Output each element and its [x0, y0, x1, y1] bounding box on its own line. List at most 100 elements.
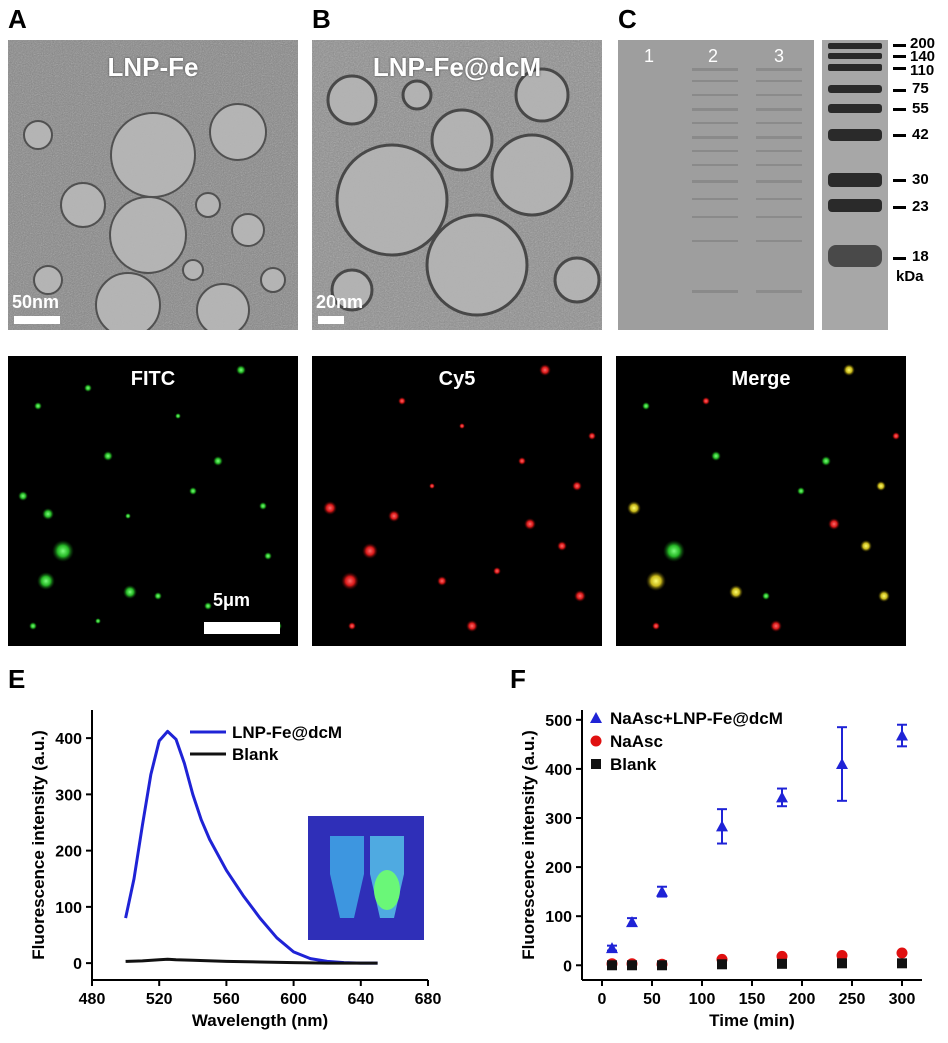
mw-label-30: 30: [912, 171, 929, 188]
scale-bar-d: [204, 622, 280, 634]
x-tick-label: 0: [598, 991, 607, 1008]
y-tick-label: 500: [545, 713, 572, 730]
y-tick-label: 400: [55, 731, 82, 748]
legend-label: Blank: [610, 755, 657, 774]
legend-label: LNP-Fe@dcM: [232, 723, 342, 742]
panel-letter-a: A: [8, 4, 27, 34]
y-axis-label: Fluorescence intensity (a.u.): [519, 730, 538, 960]
fluorescence-fitc: FITC 5μm: [8, 356, 298, 646]
legend-label: NaAsc: [610, 732, 663, 751]
x-tick-label: 150: [739, 991, 766, 1008]
y-tick-label: 100: [55, 900, 82, 917]
lane-number-1: 1: [644, 46, 655, 66]
series-line-blank: [125, 957, 378, 965]
legend-label: NaAsc+LNP-Fe@dcM: [610, 709, 783, 728]
mw-label-140: 140: [910, 48, 936, 65]
gel-lanes: [618, 40, 814, 330]
scale-bar-b: [318, 316, 344, 324]
data-point-blank: [837, 958, 847, 969]
tube-green-fluorescence: [374, 870, 400, 910]
data-point-nasc-lnp-fe-dcm: [716, 820, 728, 832]
mw-tick-18: [893, 257, 906, 260]
data-point-blank: [657, 960, 667, 971]
legend-swatch: [591, 759, 601, 769]
mw-tick-55: [893, 108, 906, 111]
x-tick-label: 250: [839, 991, 866, 1008]
scale-text-b: 20nm: [316, 292, 364, 312]
mw-label-200: 200: [910, 35, 936, 52]
mw-tick-23: [893, 206, 906, 209]
data-point-nasc: [836, 949, 848, 961]
y-tick-label: 300: [545, 811, 572, 828]
lane-number-3: 3: [774, 46, 785, 66]
x-axis-label: Wavelength (nm): [192, 1011, 328, 1030]
x-tick-label: 50: [643, 991, 661, 1008]
y-axis-label: Fluorescence intensity (a.u.): [29, 730, 48, 960]
data-point-nasc-lnp-fe-dcm: [836, 758, 848, 769]
panel-letter-c: C: [618, 4, 637, 34]
data-point-blank: [897, 958, 907, 969]
legend-swatch: [590, 735, 602, 747]
mw-label-110: 110: [910, 62, 935, 79]
x-tick-label: 300: [889, 991, 916, 1008]
mw-label-75: 75: [912, 80, 929, 97]
lane-number-2: 2: [708, 46, 719, 66]
mw-tick-110: [893, 67, 906, 70]
marker-bands: [822, 40, 888, 330]
fluorescence-cy5: Cy5: [312, 356, 602, 646]
inset-photo-tubes: [308, 816, 424, 940]
mw-unit-label: kDa: [896, 268, 924, 285]
tube-blank: [330, 836, 364, 918]
scale-bar-a: [14, 316, 60, 324]
x-tick-label: 480: [79, 991, 106, 1008]
panel-letter-b: B: [312, 4, 331, 34]
chart-e-fluorescence-spectrum: 480 520 560 600 640 680 0 100 200 300 400 Wavelengt…: [29, 710, 442, 1030]
fluorescence-merge: Merge: [616, 356, 906, 646]
sds-page-gel: 1 2 3: [618, 40, 814, 330]
y-tick-label: 0: [563, 958, 572, 975]
channel-label-fitc: FITC: [130, 368, 176, 390]
mw-tick-200: [893, 44, 906, 47]
cy5-dots: [323, 364, 596, 632]
data-point-nasc-lnp-fe-dcm: [606, 942, 618, 954]
scale-text-d: 5μm: [213, 590, 251, 610]
y-tick-label: 400: [545, 762, 572, 779]
x-tick-label: 600: [280, 991, 307, 1008]
tem-image-lnp-fe: LNP-Fe 50nm: [8, 40, 298, 330]
legend-label: Blank: [232, 745, 279, 764]
mw-label-42: 42: [912, 126, 929, 143]
x-tick-label: 640: [347, 991, 374, 1008]
y-tick-label: 200: [545, 860, 572, 877]
data-point-nasc-lnp-fe-dcm: [626, 916, 638, 928]
tem-image-lnp-fe-dcm: LNP-Fe@dcM 20nm: [312, 40, 602, 330]
y-tick-label: 300: [55, 787, 82, 804]
mw-label-55: 55: [912, 100, 929, 117]
x-tick-label: 100: [689, 991, 716, 1008]
x-tick-label: 680: [415, 991, 442, 1008]
gel-bands-lane-2: [692, 68, 738, 293]
gel-bands-lane-3: [756, 68, 802, 293]
panel-letter-e: E: [8, 664, 26, 694]
legend-swatch: [590, 712, 602, 723]
mw-label-23: 23: [912, 198, 929, 215]
data-point-blank: [627, 960, 637, 971]
inset-background: [308, 816, 424, 940]
tem-label-b: LNP-Fe@dcM: [372, 52, 542, 82]
fitc-dots: [18, 365, 282, 630]
x-tick-label: 520: [146, 991, 173, 1008]
series-line-lnp-fe-dcm: [124, 729, 378, 965]
y-tick-label: 0: [73, 956, 82, 973]
tem-particles-a: [8, 40, 298, 330]
mw-tick-140: [893, 55, 906, 58]
tem-particles-b: [312, 40, 602, 330]
data-point-blank: [607, 960, 617, 971]
x-tick-label: 200: [789, 991, 816, 1008]
chart-f-fluorescence-kinetics: 0 50 100 150 200 250 300 0 100 200 300 400 500 Time (…: [519, 709, 922, 1030]
marker-ladder: [822, 40, 888, 330]
mw-tick-30: [893, 179, 906, 182]
merge-dots: [627, 364, 900, 632]
data-point-blank: [777, 958, 787, 969]
x-axis-label: Time (min): [709, 1011, 795, 1030]
data-point-nasc-lnp-fe-dcm: [896, 729, 908, 741]
channel-label-merge: Merge: [731, 368, 791, 390]
